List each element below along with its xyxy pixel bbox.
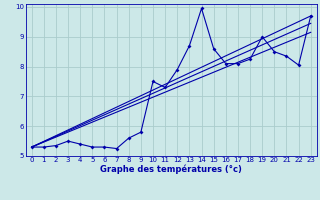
X-axis label: Graphe des températures (°c): Graphe des températures (°c)	[100, 165, 242, 174]
